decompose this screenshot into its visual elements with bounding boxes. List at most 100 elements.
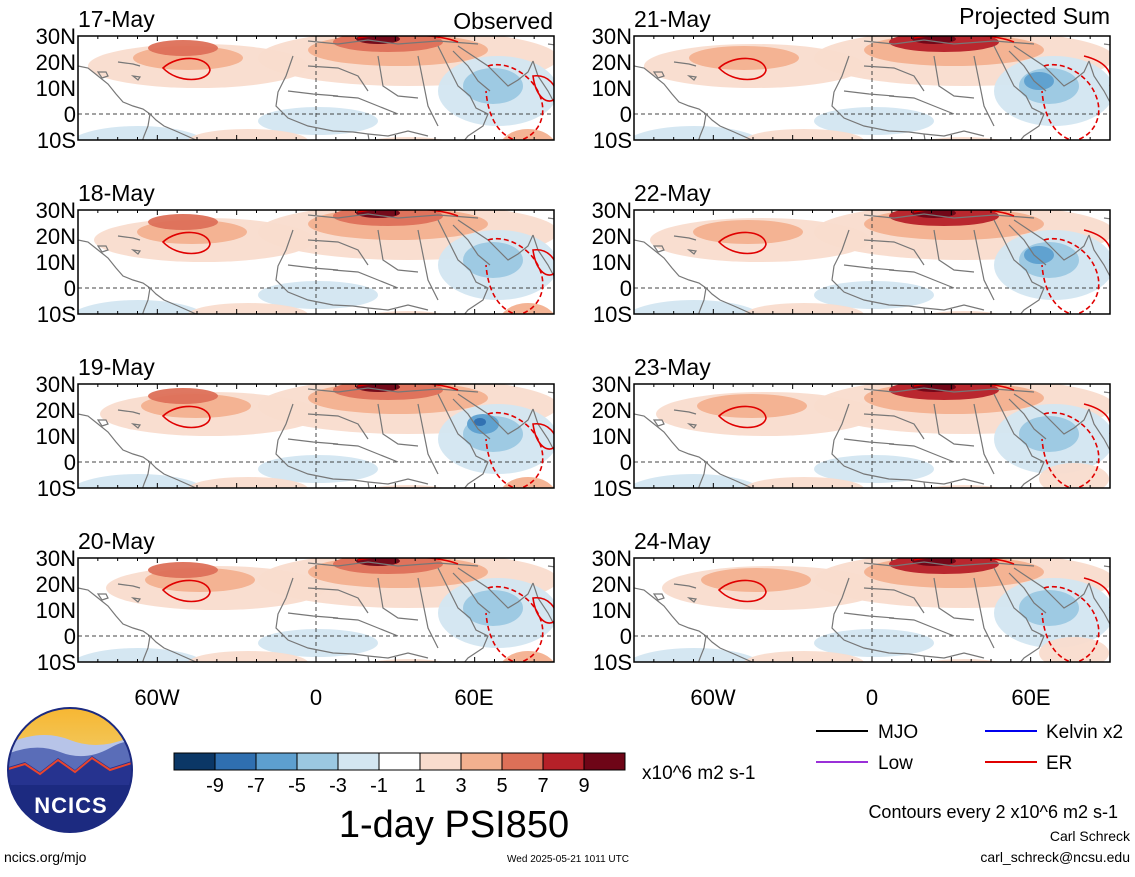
coastline [532, 582, 554, 626]
colorbar-swatch [378, 752, 421, 771]
panel-date: 24-May [634, 528, 711, 554]
lat-label: 20N [592, 50, 632, 75]
coastline [923, 304, 985, 311]
coastline [117, 61, 141, 67]
lat-label: 20N [36, 50, 76, 75]
lat-label: 10N [36, 598, 76, 623]
lat-label: 10N [592, 598, 632, 623]
coastline [508, 328, 520, 344]
er-contour [717, 405, 767, 429]
coastline [933, 403, 975, 447]
psi850-shading [634, 36, 1110, 140]
coastline [117, 583, 141, 589]
coastline [686, 423, 698, 429]
coastline [843, 90, 895, 97]
psi850-anomaly-blob [356, 36, 400, 44]
psi850-anomaly-blob [912, 558, 956, 566]
coastline [437, 393, 489, 488]
lat-label: 10N [36, 76, 76, 101]
lat-label: 30N [36, 24, 76, 49]
coastline [130, 75, 142, 81]
coastline [1088, 582, 1110, 626]
coastline [843, 438, 895, 445]
lat-label: 0 [620, 624, 632, 649]
colorbar-swatch [501, 752, 544, 771]
psi850-anomaly-blob [1019, 590, 1079, 626]
psi850-anomaly-blob [356, 210, 400, 218]
psi850-anomaly-blob [744, 129, 864, 140]
footer-email: carl_schreck@ncsu.edu [980, 849, 1130, 865]
colorbar-swatch [296, 752, 339, 771]
psi850-anomaly-blob [78, 126, 205, 140]
lat-label: 0 [64, 450, 76, 475]
colorbar-swatch [460, 752, 503, 771]
colorbar-swatch [583, 752, 626, 771]
coastline [307, 213, 479, 219]
coastline [1129, 598, 1135, 616]
coastline [96, 71, 109, 79]
colorbar-tick-label: 1 [414, 775, 425, 797]
coastline [634, 413, 707, 463]
coastline [698, 113, 707, 140]
coastline [96, 245, 109, 253]
contour-interval-note: Contours every 2 x10^6 m2 s-1 [868, 802, 1118, 822]
colorbar-tick-label: 3 [455, 775, 466, 797]
coastline [275, 403, 369, 483]
coastline [698, 461, 707, 488]
coastline [993, 45, 1045, 140]
coastline [367, 304, 429, 311]
lon-label-60w-left: 60W [134, 685, 179, 710]
psi850-anomaly-blob [356, 558, 400, 566]
coastline [78, 413, 151, 463]
coastline [1013, 45, 1090, 87]
coastline [532, 60, 554, 104]
lat-label: 10S [37, 302, 76, 327]
er-contour [98, 149, 134, 159]
coastline [993, 567, 1045, 662]
psi850-anomaly-blob [463, 590, 523, 626]
coastline [452, 224, 491, 266]
coastline [863, 413, 925, 440]
coastline [863, 239, 925, 266]
coastline [652, 419, 665, 427]
colorbar-tick-label: 5 [496, 775, 507, 797]
coastline [673, 583, 697, 589]
coastline [457, 45, 534, 87]
coastline [888, 617, 955, 637]
er-contour [532, 75, 554, 102]
coastline [96, 593, 109, 601]
coastline [452, 572, 491, 614]
colorbar-tick-label: -5 [288, 775, 306, 797]
coastline [275, 55, 369, 135]
coastline [1129, 424, 1135, 442]
coastline [287, 90, 339, 97]
lat-label: 0 [620, 276, 632, 301]
er-contour [1041, 237, 1100, 314]
coastline [705, 461, 754, 488]
coastline [78, 65, 151, 115]
coastline [652, 245, 665, 253]
coastline [1064, 328, 1076, 344]
psi850-anomaly-blob [148, 40, 218, 56]
colorbar-tick-label: 7 [537, 775, 548, 797]
psi850-shading [634, 384, 1110, 488]
coastline [933, 577, 975, 621]
lat-label: 30N [592, 372, 632, 397]
colorbar-tick-label: -9 [206, 775, 224, 797]
lat-label: 30N [36, 546, 76, 571]
coastline [149, 461, 198, 488]
er-contour [1041, 63, 1100, 140]
coastline [1013, 219, 1090, 261]
psi850-anomaly-blob [463, 242, 523, 278]
panel-date: 23-May [634, 354, 711, 380]
contour-legend: MJO Kelvin x2 Low ER [816, 722, 1123, 774]
coastline [686, 597, 698, 603]
coastline [307, 387, 479, 393]
psi850-anomaly-blob [502, 651, 554, 662]
er-contour [485, 585, 544, 662]
lat-label: 10S [37, 650, 76, 675]
